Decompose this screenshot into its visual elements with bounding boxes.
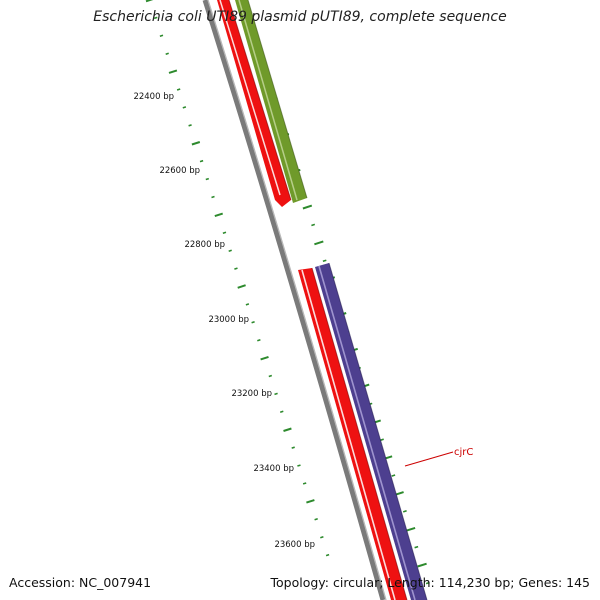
inner-scale-tick — [182, 106, 187, 109]
inner-scale-tick — [228, 249, 232, 252]
inner-scale-tick — [237, 284, 246, 289]
inner-scale-tick — [145, 0, 154, 3]
inner-scale-tick — [297, 464, 301, 467]
inner-scale-tick — [320, 535, 324, 539]
outer-scale-tick — [425, 581, 430, 585]
tick-label-23400: 23400 bp — [253, 464, 294, 474]
outer-scale-tick — [302, 204, 313, 210]
tick-label-23600: 23600 bp — [274, 540, 315, 550]
tick-label-23200: 23200 bp — [231, 389, 272, 399]
inner-scale-tick — [188, 124, 192, 127]
inner-scale-tick — [274, 392, 278, 396]
gene-red-lower[interactable] — [298, 267, 408, 600]
inner-scale-tick — [314, 518, 318, 521]
cjrC-label-line — [404, 451, 454, 467]
inner-scale-tick — [251, 321, 255, 324]
inner-scale-tick — [325, 553, 330, 557]
outer-scale-tick — [414, 545, 419, 549]
topology-text: Topology: circular; Length: 114,230 bp; … — [270, 575, 591, 590]
inner-scale-tick — [245, 303, 250, 306]
inner-scale-tick — [306, 499, 315, 504]
inner-scale-tick — [153, 16, 158, 20]
inner-scale-tick — [257, 338, 261, 342]
inner-scale-tick — [279, 410, 284, 414]
gene-cjrC[interactable] — [315, 262, 428, 600]
backbone-track — [200, 0, 388, 600]
tick-label-22800: 22800 bp — [184, 240, 225, 250]
inner-scale-tick — [199, 159, 204, 163]
inner-scale-tick — [168, 69, 178, 74]
inner-scale-tick — [211, 195, 215, 199]
inner-scale-tick — [302, 482, 307, 485]
outer-scale-tick — [314, 240, 324, 246]
inner-scale-tick — [176, 88, 181, 91]
map-title: Escherichia coli UTI89 plasmid pUTI89, c… — [93, 9, 507, 25]
inner-scale-tick — [234, 267, 238, 270]
inner-scale-tick — [214, 212, 224, 218]
outer-scale-tick — [402, 510, 407, 513]
gene-olive[interactable] — [235, 0, 308, 203]
gene-arrow-red-upper[interactable] — [217, 0, 292, 207]
inner-scale-tick — [260, 355, 269, 361]
outer-scale-tick — [311, 223, 316, 227]
cjrC-label[interactable]: cjrC — [454, 447, 473, 458]
inner-scale-tick — [222, 231, 227, 235]
inner-scale-tick — [159, 34, 164, 38]
outer-scale-tick — [417, 562, 427, 568]
tick-label-23000: 23000 bp — [208, 315, 249, 325]
tick-label-22600: 22600 bp — [159, 166, 200, 176]
accession-text: Accession: NC_007941 — [9, 575, 152, 590]
inner-scale-tick — [205, 177, 210, 181]
inner-scale-tick — [291, 446, 295, 449]
outer-scale-tick — [405, 526, 416, 532]
tick-labels: 22400 bp 22600 bp 22800 bp 23000 bp 2320… — [133, 92, 315, 550]
inner-scale-tick — [165, 52, 169, 55]
inner-scale-tick — [268, 374, 273, 378]
outer-scale-tick — [391, 474, 396, 477]
inner-scale-tick — [283, 427, 292, 432]
outer-scale-tick — [322, 259, 327, 263]
inner-scale-tick — [191, 141, 201, 146]
tick-label-22400: 22400 bp — [133, 92, 174, 102]
